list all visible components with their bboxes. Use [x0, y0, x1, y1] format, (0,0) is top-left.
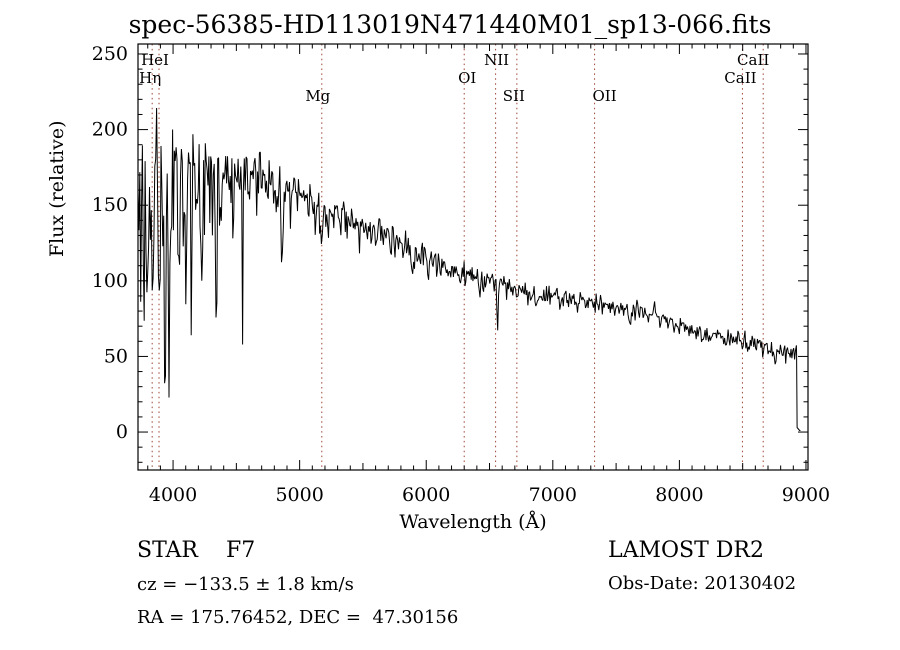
ra-dec-value: RA = 175.76452, DEC = 47.30156 — [137, 607, 459, 628]
svg-text:SII: SII — [503, 87, 525, 105]
svg-text:CaII: CaII — [737, 51, 769, 69]
plot-title: spec-56385-HD113019N471440M01_sp13-066.f… — [128, 10, 772, 39]
svg-text:200: 200 — [92, 119, 128, 141]
svg-text:4000: 4000 — [149, 484, 197, 506]
svg-text:0: 0 — [116, 421, 128, 443]
svg-text:HeI: HeI — [141, 51, 169, 69]
svg-text:7000: 7000 — [529, 484, 577, 506]
survey-label: LAMOST DR2 — [608, 538, 764, 563]
svg-text:OII: OII — [593, 87, 617, 105]
object-class-label: STAR F7 — [137, 538, 256, 563]
x-axis-label: Wavelength (Å) — [399, 511, 547, 533]
svg-text:150: 150 — [92, 194, 128, 216]
svg-text:CaII: CaII — [724, 69, 756, 87]
svg-text:9000: 9000 — [782, 484, 830, 506]
svg-text:50: 50 — [104, 345, 128, 367]
svg-text:NII: NII — [484, 51, 509, 69]
cz-value: cz = −133.5 ± 1.8 km/s — [137, 574, 354, 595]
svg-text:250: 250 — [92, 43, 128, 65]
obs-date: Obs-Date: 20130402 — [608, 573, 797, 594]
svg-text:OI: OI — [458, 69, 476, 87]
svg-text:100: 100 — [92, 270, 128, 292]
svg-text:Mg: Mg — [305, 87, 330, 105]
svg-text:5000: 5000 — [275, 484, 323, 506]
svg-text:8000: 8000 — [655, 484, 703, 506]
svg-text:6000: 6000 — [402, 484, 450, 506]
svg-text:Hη: Hη — [139, 69, 161, 87]
